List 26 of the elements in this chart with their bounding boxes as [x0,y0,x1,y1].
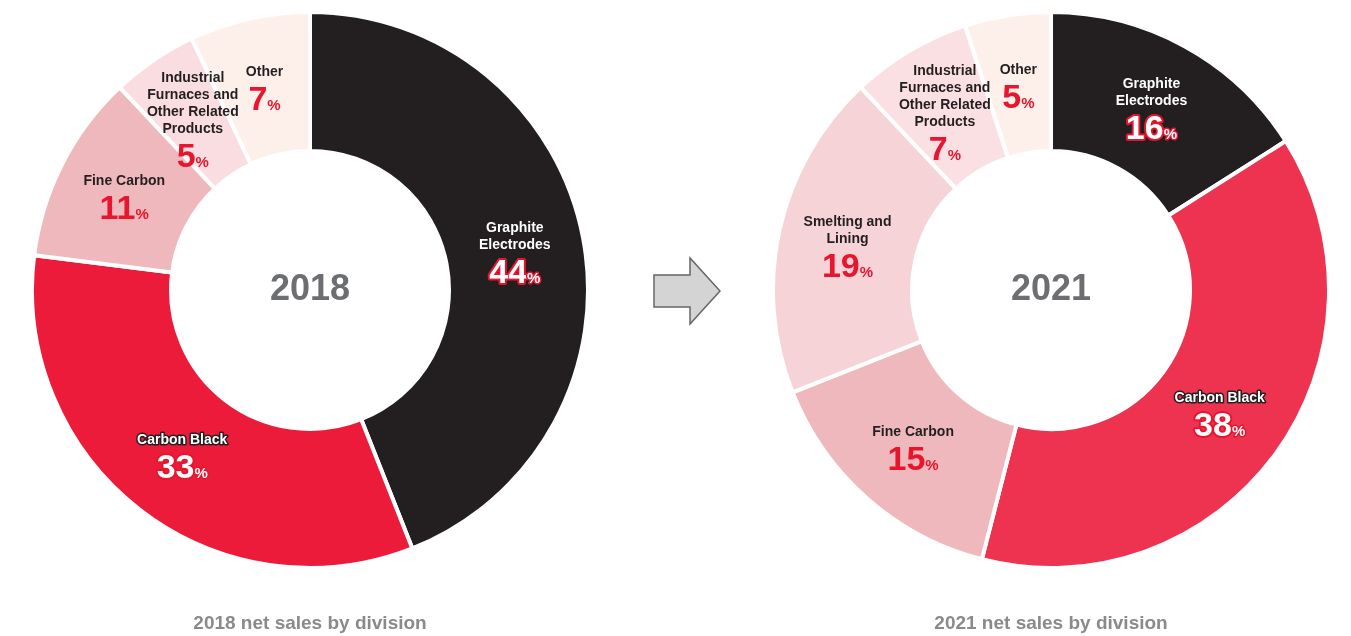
data-label: 19% [821,245,874,284]
text: 2021 [1010,266,1092,308]
data-label: 44% [489,251,541,290]
data-label: 7% [248,79,281,118]
text: 2021 net sales by division [934,612,1168,634]
data-label: 38% [1194,405,1246,444]
data-label: 5% [1002,76,1035,115]
slice-label: Fine Carbon [83,171,166,188]
slice-label: Graphite Electrodes [479,218,551,252]
data-label: 33% [156,447,208,486]
text: 2018 net sales by division [193,612,427,634]
slice-label: Fine Carbon [872,422,954,439]
text: 2018 [269,266,351,308]
data-label: 15% [887,438,939,477]
data-label: 16% [1125,108,1178,147]
data-label: 11% [99,187,149,226]
slice-label: Other [245,63,284,80]
slice-label: Smelting and Lining [803,212,892,246]
slice-label: Graphite Electrodes [1115,75,1188,109]
slice-label: Industrial Furnaces and Other Related Products [146,68,239,136]
data-label: 5% [176,135,209,174]
slice-label: Industrial Furnaces and Other Related Products [898,61,991,129]
slice-label: Carbon Black [137,431,228,448]
data-label: 7% [928,128,961,167]
slice-label: Carbon Black [1174,389,1266,406]
slice-label: Other [999,60,1038,77]
